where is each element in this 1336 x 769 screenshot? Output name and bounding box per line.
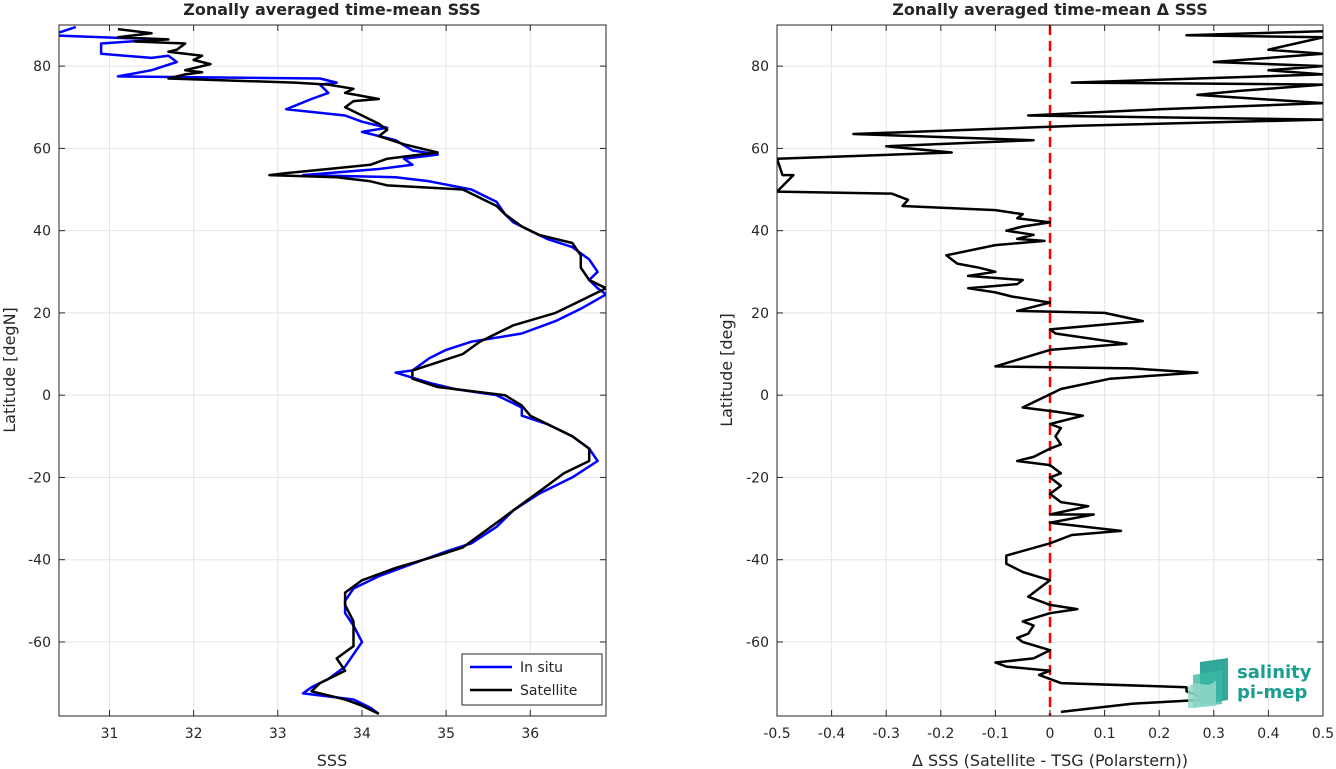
right-y-tick-label: -60 — [746, 635, 769, 651]
right-x-tick-label: 0.2 — [1148, 726, 1170, 742]
right-x-tick-label: -0.4 — [818, 726, 845, 742]
right-series-line-delta-sss — [777, 29, 1323, 714]
right-chart-title: Zonally averaged time-mean Δ SSS — [892, 0, 1208, 19]
right-x-tick-label: 0 — [1046, 726, 1055, 742]
left-x-tick-label: 33 — [269, 726, 287, 742]
right-y-tick-label: 40 — [751, 224, 769, 240]
right-y-tick-label: 20 — [751, 306, 769, 322]
right-x-tick-label: 0.1 — [1093, 726, 1115, 742]
right-x-tick-label: -0.2 — [927, 726, 954, 742]
left-ticks: 31 32 33 34 35 36 -60 -40 -20 0 20 40 60 80 — [28, 25, 606, 742]
left-x-axis-label: SSS — [317, 751, 347, 769]
salinity-pi-mep-logo: salinity pi-mep — [1188, 658, 1312, 708]
right-y-tick-label: 0 — [760, 388, 769, 404]
left-chart: 31 32 33 34 35 36 -60 -40 -20 0 20 40 60 80 Zonally a… — [0, 0, 607, 769]
legend-label-insitu: In situ — [520, 660, 563, 676]
logo-text-salinity: salinity — [1237, 662, 1312, 683]
left-chart-title: Zonally averaged time-mean SSS — [183, 0, 481, 19]
left-y-tick-label: -60 — [28, 635, 51, 651]
left-y-tick-label: 20 — [33, 306, 51, 322]
left-series-line-satellite — [116, 27, 606, 716]
right-x-tick-label: -0.5 — [763, 726, 790, 742]
logo-text-pimep: pi-mep — [1237, 682, 1307, 703]
left-axes-box — [58, 24, 607, 717]
right-y-tick-label: -20 — [746, 470, 769, 486]
right-y-tick-label: 80 — [751, 59, 769, 75]
right-x-tick-label: 0.5 — [1312, 726, 1334, 742]
legend-box — [461, 653, 603, 706]
left-y-axis-label: Latitude [degN] — [0, 307, 19, 433]
left-y-tick-label: -40 — [28, 553, 51, 569]
left-series — [59, 25, 606, 716]
left-x-tick-label: 32 — [185, 726, 203, 742]
layered-wave-logo-icon — [1188, 658, 1228, 708]
left-y-tick-label: 80 — [33, 59, 51, 75]
right-x-tick-label: 0.3 — [1203, 726, 1225, 742]
right-x-tick-label: -0.3 — [873, 726, 900, 742]
right-y-axis-label: Latitude [deg] — [717, 313, 736, 427]
right-x-tick-label: 0.4 — [1257, 726, 1279, 742]
left-grid — [59, 25, 606, 716]
left-x-tick-label: 34 — [353, 726, 371, 742]
right-y-tick-label: 60 — [751, 141, 769, 157]
right-series — [777, 29, 1323, 714]
right-x-axis-label: Δ SSS (Satellite - TSG (Polarstern)) — [912, 751, 1188, 769]
legend-label-satellite: Satellite — [520, 683, 577, 699]
left-y-tick-label: 0 — [42, 388, 51, 404]
right-chart: -0.5 -0.4 -0.3 -0.2 -0.1 0 0.1 0.2 0.3 0.4 0.5 -60 -… — [717, 0, 1334, 769]
right-y-tick-label: -40 — [746, 553, 769, 569]
left-x-tick-label: 31 — [101, 726, 119, 742]
left-y-tick-label: -20 — [28, 470, 51, 486]
left-series-line-in-situ — [59, 25, 606, 715]
left-y-tick-label: 60 — [33, 141, 51, 157]
right-ticks: -0.5 -0.4 -0.3 -0.2 -0.1 0 0.1 0.2 0.3 0.4 0.5 -60 -… — [746, 25, 1334, 742]
left-y-tick-label: 40 — [33, 224, 51, 240]
right-x-tick-label: -0.1 — [982, 726, 1009, 742]
left-x-tick-label: 35 — [437, 726, 455, 742]
left-plot-area — [59, 25, 606, 716]
legend: In situ Satellite — [461, 653, 603, 706]
left-x-tick-label: 36 — [521, 726, 539, 742]
